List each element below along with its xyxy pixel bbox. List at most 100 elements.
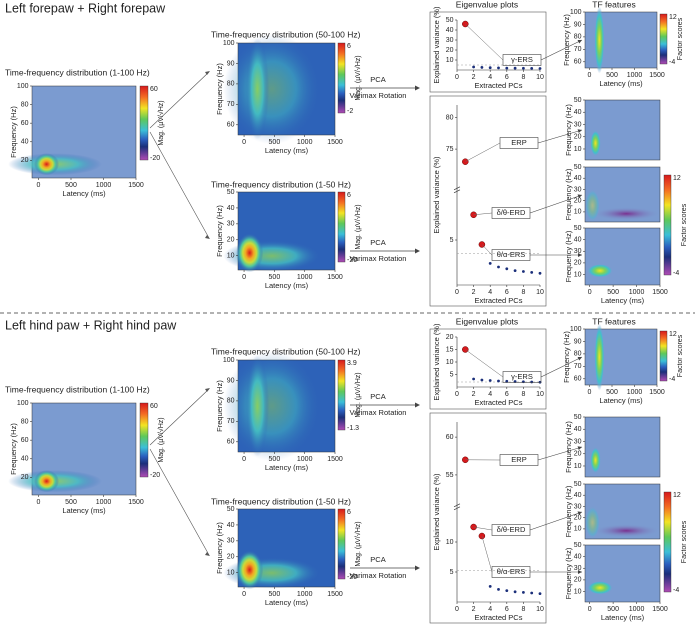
y-tick-label: 20 (21, 157, 29, 164)
y-axis-label: Explained variance (%) (432, 473, 441, 551)
y-tick-label: 80 (574, 34, 582, 41)
colorbar-label: Mag. (µV/√Hz) (354, 521, 362, 566)
arrow-head (577, 511, 582, 516)
x-tick-label: 500 (65, 182, 77, 189)
x-tick-label: 0 (588, 289, 592, 296)
x-tick-label: 0 (242, 274, 246, 281)
section-title: Left forepaw + Right forepaw (5, 1, 166, 15)
heatmap-blob (236, 550, 264, 590)
connector (473, 212, 493, 216)
x-tick-label: 500 (269, 274, 281, 281)
x-tick-label: 10 (536, 606, 544, 613)
y-tick-label: 60 (21, 437, 29, 444)
x-tick-label: 10 (536, 74, 544, 81)
arrow (529, 194, 583, 214)
y-tick-label: 50 (574, 542, 582, 549)
colorbar (663, 174, 672, 276)
y-tick-label: 50 (574, 481, 582, 488)
x-tick-label: 2 (472, 74, 476, 81)
x-tick-label: 4 (488, 289, 492, 296)
x-tick-label: 2 (472, 289, 476, 296)
eigenvalue-point (505, 379, 509, 383)
x-tick-label: 1500 (652, 606, 668, 613)
y-tick-label: 50 (227, 189, 235, 196)
heatmap-blob (590, 447, 601, 474)
x-tick-label: 500 (269, 456, 281, 463)
x-tick-label: 6 (505, 289, 509, 296)
colorbar-label: Mag. (µV/√Hz) (354, 204, 362, 249)
y-axis-label: Frequency (Hz) (9, 106, 18, 158)
heatmap-blob (587, 263, 613, 278)
colorbar-tick-label: 6 (347, 192, 351, 199)
x-tick-label: 1500 (128, 499, 144, 506)
panel-title: Time-frequency distribution (1-50 Hz) (211, 496, 351, 506)
y-tick-label: 60 (574, 376, 582, 383)
component-label: θ/α-ERS (497, 567, 526, 576)
eigenvalue-point (522, 591, 525, 594)
x-tick-label: 1000 (297, 139, 313, 146)
method-label: Varimax Rotation (350, 408, 407, 417)
colorbar-label: Factor scores (677, 17, 684, 60)
y-tick-label: 15 (446, 346, 454, 353)
panel-frame (429, 412, 547, 624)
y-tick-label: 20 (574, 198, 582, 205)
arrow-head (577, 356, 582, 361)
section: Left hind paw + Right hind paw Time-frequ… (5, 316, 688, 624)
y-axis-label: Frequency (Hz) (564, 547, 573, 599)
x-tick-label: 0 (242, 139, 246, 146)
colorbar-tick-label: -1.3 (347, 425, 359, 432)
x-tick-label: 500 (65, 499, 77, 506)
x-axis-label: Extracted PCs (475, 296, 523, 305)
eigenvalue-point (538, 592, 542, 595)
y-tick-label: 90 (227, 60, 235, 67)
x-tick-label: 1500 (652, 289, 668, 296)
panel-title: Time-frequency distribution (1-50 Hz) (211, 179, 351, 189)
arrow-head (415, 85, 420, 91)
eigenvalue-point (530, 67, 534, 70)
x-axis-label: Latency (ms) (265, 146, 309, 155)
arrow-head (577, 129, 582, 134)
x-tick-label: 0 (588, 72, 592, 79)
y-tick-label: 10 (574, 526, 582, 533)
heatmap-blob (223, 33, 321, 145)
x-tick-label: 1000 (627, 389, 643, 396)
column-title: TF features (592, 316, 635, 326)
axis-break (453, 503, 461, 511)
y-axis-label: Frequency (Hz) (215, 63, 224, 115)
heatmap-blob (585, 189, 600, 222)
y-tick-label: 40 (21, 456, 29, 463)
eigenvalue-point (488, 379, 492, 382)
panel-title: Time-frequency distribution (1-100 Hz) (5, 67, 150, 77)
connector (465, 142, 501, 162)
colorbar-label: Mag. (µV/√Hz) (354, 55, 362, 100)
colorbar (139, 402, 149, 478)
arrow-head (415, 248, 420, 254)
y-tick-label: 100 (223, 40, 235, 47)
colorbar (659, 13, 668, 65)
method-label: Varimax Rotation (350, 571, 407, 580)
y-axis-label: Frequency (Hz) (562, 331, 571, 383)
colorbar (337, 191, 346, 263)
x-tick-label: 2 (472, 606, 476, 613)
y-tick-label: 10 (446, 359, 454, 366)
x-axis-label: Latency (ms) (265, 598, 309, 607)
y-tick-label: 10 (227, 253, 235, 260)
colorbar-label: Factor scores (681, 520, 688, 563)
colorbar (337, 42, 346, 114)
eigenvalue-point (472, 65, 475, 69)
y-tick-label: 40 (227, 205, 235, 212)
heatmap-blob (34, 153, 60, 176)
y-axis-label: Frequency (Hz) (564, 104, 573, 156)
heatmap-blob (587, 580, 613, 595)
eigenvalue-point (538, 271, 542, 275)
arrow (537, 446, 583, 461)
connector (481, 535, 493, 573)
x-tick-label: 500 (607, 289, 619, 296)
x-tick-label: 1500 (128, 182, 144, 189)
x-tick-label: 1500 (327, 139, 343, 146)
x-axis-label: Extracted PCs (475, 81, 523, 90)
x-tick-label: 1000 (96, 499, 112, 506)
y-tick-label: 10 (446, 57, 454, 64)
y-axis-label: Frequency (Hz) (562, 14, 571, 66)
x-tick-label: 1000 (627, 72, 643, 79)
